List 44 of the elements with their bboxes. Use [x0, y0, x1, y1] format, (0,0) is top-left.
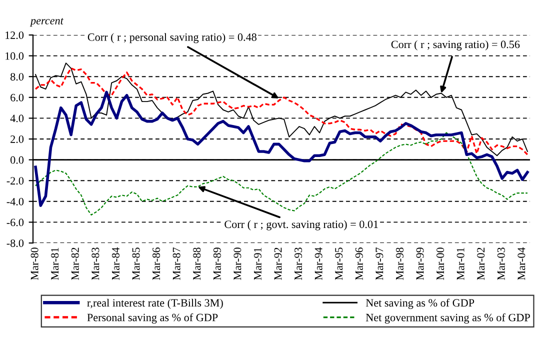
- x-tick-label: Mar-97: [376, 247, 384, 280]
- x-tick-label: Mar-04: [518, 247, 526, 280]
- x-tick-label: Mar-90: [234, 248, 242, 280]
- x-tick-label: Mar-83: [92, 248, 100, 280]
- y-tick-label: -4.0: [6, 198, 24, 206]
- annotation: Corr ( r ; personal saving ratio) = 0.48: [88, 33, 256, 44]
- x-tick-label: Mar-01: [456, 248, 464, 280]
- y-tick-label: 0.0: [10, 156, 24, 164]
- x-tick-label: Mar-00: [436, 248, 444, 280]
- y-tick-label: 10.0: [6, 52, 24, 60]
- x-tick-label: Mar-85: [132, 248, 140, 280]
- legend-label: Net government saving as % of GDP: [366, 313, 530, 324]
- x-tick-label: Mar-98: [396, 248, 404, 280]
- x-tick-label: Mar-80: [30, 248, 38, 280]
- x-tick-label: Mar-94: [314, 247, 322, 280]
- y-tick-label: -6.0: [6, 218, 24, 226]
- y-axis-title: percent: [30, 18, 64, 27]
- x-tick-label: Mar-84: [112, 247, 120, 280]
- x-tick-label: Mar-02: [477, 248, 485, 280]
- x-tick-label: Mar-99: [416, 248, 424, 280]
- y-tick-label: 12.0: [6, 31, 24, 40]
- x-tick-label: Mar-81: [51, 248, 59, 280]
- y-tick-label: 6.0: [10, 94, 24, 102]
- x-tick-label: Mar-95: [335, 248, 343, 280]
- legend-label: Personal saving as % of GDP: [87, 313, 218, 324]
- y-tick-label: 8.0: [10, 73, 24, 81]
- annotation: Corr ( r ; govt. saving ratio) = 0.01: [224, 220, 378, 230]
- y-tick-label: 2.0: [10, 135, 24, 144]
- legend-label: r,real interest rate (T-Bills 3M): [87, 298, 223, 309]
- legend-label: Net saving as % of GDP: [366, 298, 474, 309]
- x-tick-label: Mar-86: [152, 248, 160, 280]
- y-tick-label: -2.0: [6, 177, 24, 185]
- x-tick-label: Mar-96: [355, 248, 363, 280]
- x-tick-label: Mar-03: [497, 248, 505, 280]
- x-tick-label: Mar-88: [193, 248, 201, 280]
- y-tick-label: -8.0: [6, 239, 24, 248]
- y-tick-label: 4.0: [10, 114, 24, 122]
- annotation: Corr ( r ; saving ratio) = 0.56: [391, 40, 520, 50]
- x-tick-label: Mar-93: [294, 248, 302, 280]
- x-tick-label: Mar-87: [172, 247, 180, 280]
- x-tick-label: Mar-92: [274, 248, 282, 280]
- x-tick-label: Mar-91: [254, 248, 262, 280]
- x-tick-label: Mar-82: [71, 248, 79, 280]
- x-tick-label: Mar-89: [213, 248, 221, 280]
